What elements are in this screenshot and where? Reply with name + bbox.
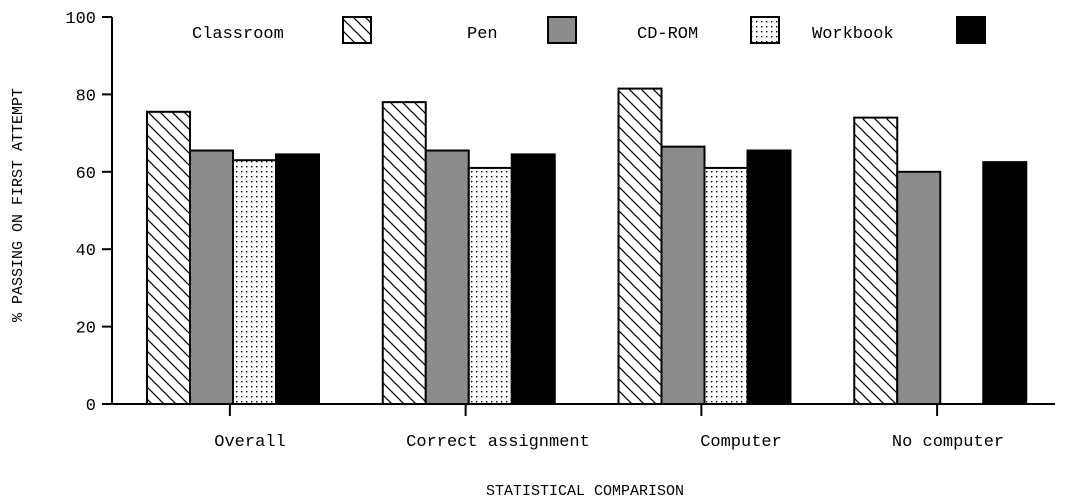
legend-swatch [956,16,986,44]
y-tick-label: 40 [76,242,96,261]
bar-workbook-no-computer [982,161,1028,405]
legend-swatch [342,16,372,44]
bar-workbook-overall [275,153,320,405]
legend: Classroom Pen CD-ROM Workbook [192,16,986,44]
bar-pen-correct-assignment [424,149,470,405]
y-axis-title: % PASSING ON FIRST ATTEMPT [10,88,27,322]
y-tick-label: 0 [86,397,96,416]
axes: 0 20 40 60 80 100 Overall Correct assignment Com… [65,10,1055,452]
x-category-label: No computer [892,433,1004,452]
y-tick-label: 20 [76,320,96,339]
bar-workbook-correct-assignment [510,153,556,405]
x-axis-title: STATISTICAL COMPARISON [486,483,684,500]
legend-label: Classroom [192,25,284,44]
legend-label: Pen [467,25,498,44]
bar-classroom-overall [146,110,191,405]
bar-classroom-no-computer [853,116,899,406]
legend-label: CD-ROM [637,25,698,44]
bars [146,87,1028,406]
legend-swatch [547,16,577,44]
bar-classroom-correct-assignment [381,101,427,405]
y-tick-label: 60 [76,165,96,184]
bar-cd-rom-computer [703,166,749,405]
y-tick-label: 100 [65,10,96,29]
y-tick-label: 80 [76,87,96,106]
bar-pen-computer [660,145,706,406]
legend-swatch [750,16,780,44]
bar-cd-rom-overall [232,159,277,405]
x-category-label: Correct assignment [406,433,590,452]
legend-label: Workbook [812,25,894,44]
bar-workbook-computer [746,149,792,405]
bar-classroom-computer [617,87,663,405]
bar-pen-no-computer [896,170,942,405]
bar-pen-overall [189,149,234,405]
x-category-label: Computer [700,433,782,452]
bar-cd-rom-correct-assignment [467,166,513,405]
x-category-label: Overall [214,433,285,452]
